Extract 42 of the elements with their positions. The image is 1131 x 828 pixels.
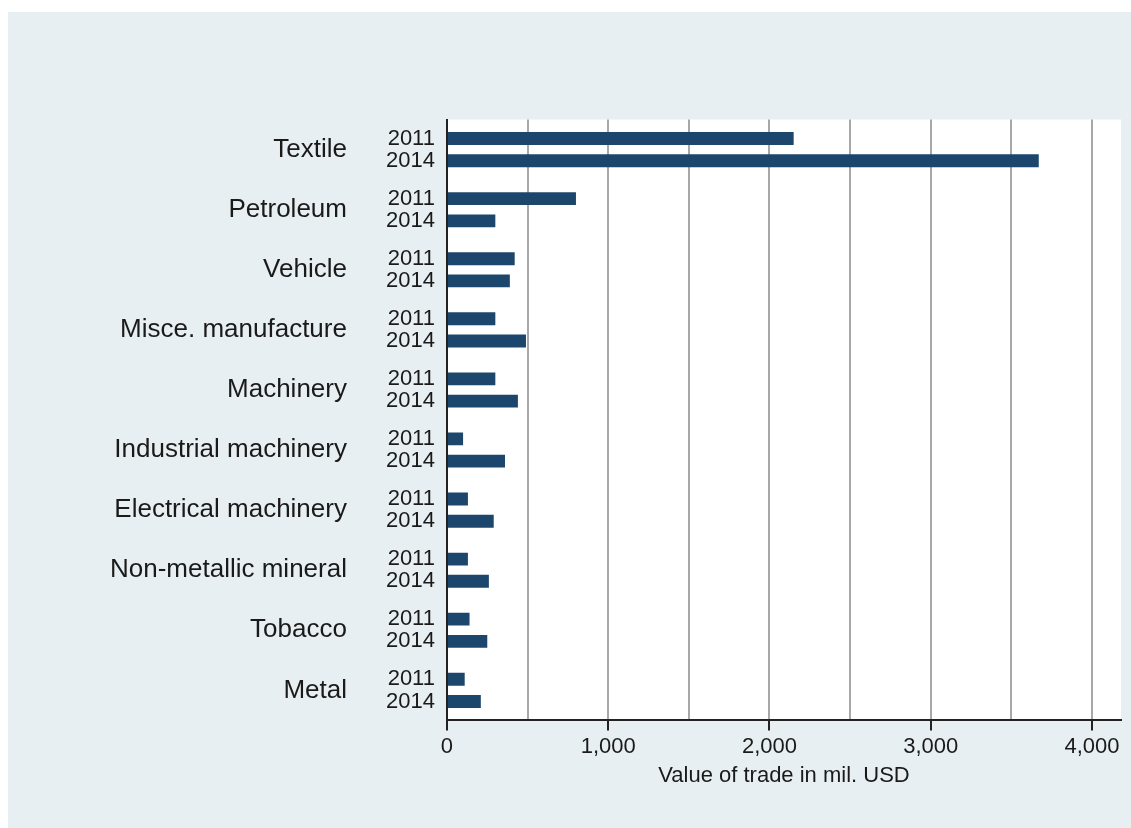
text: 2011: [387, 364, 435, 390]
bar: [447, 312, 496, 326]
bar: [447, 552, 468, 566]
x-tick-label: 1,000: [580, 732, 636, 758]
x-tick-label: 2,000: [741, 732, 797, 758]
bar: [447, 154, 1039, 168]
bar: [447, 574, 489, 588]
bar: [447, 492, 468, 506]
bar: [447, 274, 510, 288]
text: 2011: [387, 304, 435, 330]
y-tick-label: Vehicle: [263, 252, 347, 283]
bar: [447, 394, 518, 408]
y-tick-label: Industrial machinery: [114, 433, 347, 464]
y-tick-label: Petroleum: [228, 192, 347, 223]
x-tick-label: 4,000: [1064, 732, 1120, 758]
text: 2014: [386, 447, 435, 473]
bar: [447, 192, 576, 206]
y-tick-label: Electrical machinery: [114, 493, 347, 524]
x-tick-label: 3,000: [903, 732, 959, 758]
text: 2014: [386, 327, 435, 353]
bar: [447, 454, 506, 468]
bar: [447, 514, 494, 528]
x-axis-title: Value of trade in mil. USD: [658, 762, 910, 788]
bar: [447, 252, 515, 266]
bar: [447, 432, 464, 446]
bar: [447, 672, 465, 686]
bar: [447, 132, 794, 145]
y-tick-label: Tobacco: [250, 613, 347, 644]
text: 2011: [387, 424, 435, 450]
bar: [447, 634, 488, 648]
bar: [447, 612, 470, 626]
y-tick-label: Machinery: [227, 373, 347, 404]
y-tick-label: Metal: [283, 673, 347, 704]
text: 2014: [386, 387, 435, 413]
y-tick-label: Textile: [273, 132, 347, 163]
bar: [447, 695, 481, 708]
x-tick-label: 0: [440, 732, 454, 758]
bar: [447, 214, 496, 228]
bar: [447, 372, 496, 386]
y-tick-label: Non-metallic mineral: [109, 553, 347, 584]
bar: [447, 334, 526, 348]
y-tick-label: Misce. manufacture: [120, 313, 347, 344]
